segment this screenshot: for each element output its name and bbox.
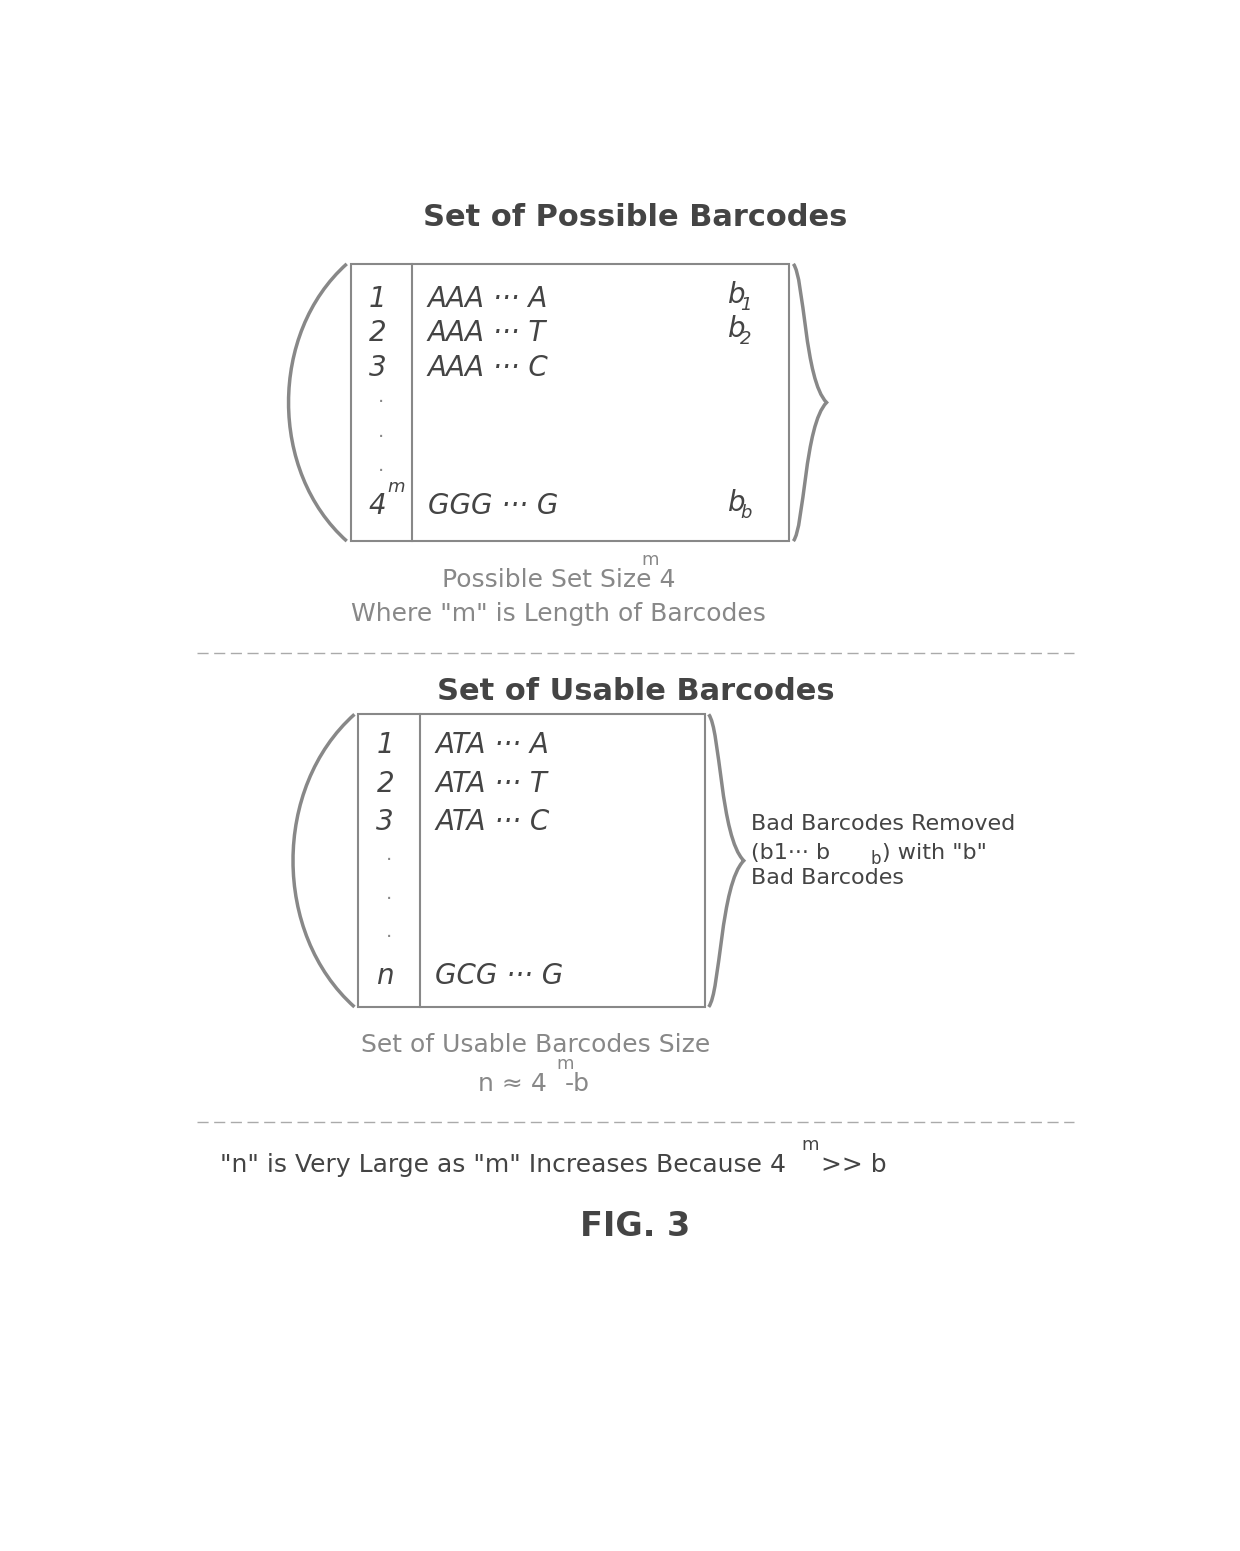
Text: FIG. 3: FIG. 3 (580, 1210, 691, 1242)
Text: ·: · (378, 462, 384, 481)
Text: 3: 3 (377, 808, 394, 836)
Text: n: n (377, 962, 394, 990)
Text: GCG ··· G: GCG ··· G (435, 962, 563, 990)
Text: 4: 4 (368, 492, 387, 521)
Text: 2: 2 (368, 320, 387, 347)
Text: (b1··· b: (b1··· b (751, 844, 830, 864)
Text: >> b: >> b (813, 1152, 887, 1177)
Text: m: m (641, 551, 658, 569)
Text: m: m (801, 1135, 818, 1154)
Bar (351, 264, 790, 541)
Text: 2: 2 (740, 330, 751, 349)
Text: b: b (728, 281, 745, 309)
Text: Where "m" is Length of Barcodes: Where "m" is Length of Barcodes (351, 602, 766, 627)
Text: ATA ··· T: ATA ··· T (435, 769, 547, 797)
Text: Set of Possible Barcodes: Set of Possible Barcodes (423, 203, 848, 233)
Text: ·: · (386, 890, 392, 909)
Text: b: b (728, 489, 745, 516)
Text: Possible Set Size 4: Possible Set Size 4 (441, 568, 676, 591)
Text: GGG ··· G: GGG ··· G (428, 492, 558, 521)
Text: AAA ··· T: AAA ··· T (428, 320, 546, 347)
Text: b: b (740, 504, 751, 521)
Bar (358, 715, 704, 1007)
Text: AAA ··· C: AAA ··· C (428, 354, 548, 382)
Text: 1: 1 (368, 284, 387, 313)
Text: -b: -b (564, 1072, 590, 1097)
Text: Set of Usable Barcodes Size: Set of Usable Barcodes Size (361, 1033, 711, 1058)
Text: Set of Usable Barcodes: Set of Usable Barcodes (436, 676, 835, 706)
Text: 1: 1 (740, 296, 751, 313)
Text: Bad Barcodes: Bad Barcodes (751, 869, 904, 887)
Text: ·: · (378, 392, 384, 413)
Text: 3: 3 (368, 354, 387, 382)
Text: "n" is Very Large as "m" Increases Because 4: "n" is Very Large as "m" Increases Becau… (219, 1152, 786, 1177)
Text: b: b (728, 315, 745, 343)
Text: 2: 2 (377, 769, 394, 797)
Text: AAA ··· A: AAA ··· A (428, 284, 548, 313)
Text: Bad Barcodes Removed: Bad Barcodes Removed (751, 814, 1016, 834)
Text: n ≈ 4: n ≈ 4 (477, 1072, 547, 1097)
Text: ATA ··· A: ATA ··· A (435, 731, 549, 758)
Text: ·: · (378, 428, 384, 447)
Text: b: b (870, 850, 880, 867)
Text: ·: · (386, 927, 392, 948)
Text: ·: · (386, 851, 392, 870)
Text: m: m (388, 478, 405, 496)
Text: ) with "b": ) with "b" (882, 844, 987, 864)
Text: m: m (557, 1055, 574, 1073)
Text: 1: 1 (377, 731, 394, 758)
Text: ATA ··· C: ATA ··· C (435, 808, 549, 836)
